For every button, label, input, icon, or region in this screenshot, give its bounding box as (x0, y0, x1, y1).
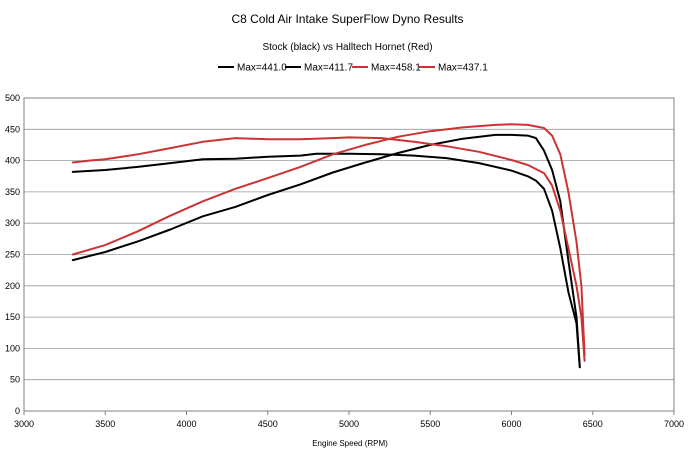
x-tick-label: 6000 (501, 419, 521, 429)
y-tick-label: 400 (5, 156, 20, 166)
y-tick-label: 500 (5, 93, 20, 103)
y-tick-label: 350 (5, 187, 20, 197)
legend-label-3: Max=458.1 (371, 63, 421, 74)
x-tick-label: 3500 (95, 419, 115, 429)
series-line-4 (71, 136, 586, 362)
y-tick-label: 250 (5, 250, 20, 260)
x-tick-label: 4500 (258, 419, 278, 429)
y-tick-label: 200 (5, 281, 20, 291)
x-axis-label: Engine Speed (RPM) (312, 439, 388, 448)
series-layer (71, 123, 586, 369)
x-tick-label: 4000 (176, 419, 196, 429)
y-tick-label: 150 (5, 312, 20, 322)
y-tick-label: 450 (5, 124, 20, 134)
chart-title: C8 Cold Air Intake SuperFlow Dyno Result… (231, 12, 463, 26)
axes: 0 50 100 150 200 250 300 350 400 450 500 3000 3500 40… (5, 93, 684, 429)
y-tick-label: 100 (5, 343, 20, 353)
y-tick-label: 50 (10, 375, 20, 385)
x-tick-label: 6500 (583, 419, 603, 429)
y-tick-label: 300 (5, 218, 20, 228)
legend-label-1: Max=441.0 (237, 63, 287, 74)
chart-subtitle: Stock (black) vs Halltech Hornet (Red) (262, 42, 432, 53)
x-tick-label: 3000 (14, 419, 34, 429)
x-tick-label: 5500 (420, 419, 440, 429)
legend: Max=441.0 Max=411.7 Max=458.1 Max=437.1 (218, 63, 488, 74)
y-tick-label: 0 (15, 406, 20, 416)
legend-label-4: Max=437.1 (438, 63, 488, 74)
gridlines (24, 97, 674, 412)
series-line-3 (71, 123, 586, 356)
x-tick-label: 5000 (339, 419, 359, 429)
legend-label-2: Max=411.7 (304, 63, 353, 74)
x-tick-label: 7000 (664, 419, 684, 429)
series-line-2 (71, 152, 581, 369)
